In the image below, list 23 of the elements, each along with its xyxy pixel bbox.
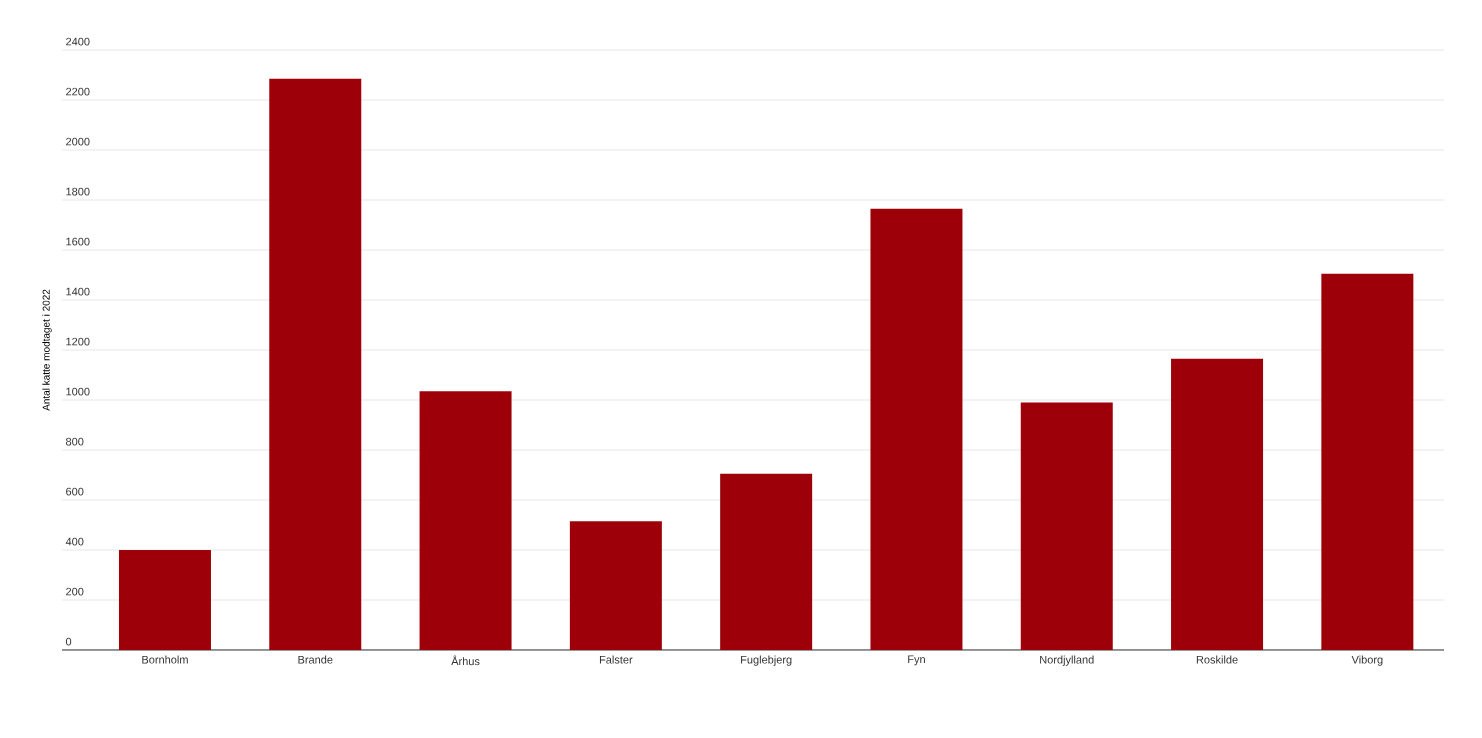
y-tick-label: 600 <box>66 487 84 496</box>
y-tick-label: 2000 <box>66 137 90 146</box>
x-tick-label: Bornholm <box>142 655 188 664</box>
y-tick-label: 1800 <box>66 187 90 196</box>
x-tick-label: Fyn <box>908 655 925 666</box>
y-tick-label: 400 <box>65 537 84 546</box>
x-tick-label: Århus <box>451 655 480 666</box>
y-tick-label: 0 <box>65 637 72 646</box>
x-tick-label: Falster <box>599 655 633 664</box>
x-tick-label: Roskilde <box>1196 655 1238 664</box>
y-tick-label: 1600 <box>66 237 90 246</box>
y-tick-label: 2400 <box>66 37 90 46</box>
y-tick-label: 800 <box>66 437 84 446</box>
y-axis-title: Antal katte modtaget i 2022 <box>42 289 52 411</box>
x-tick-label: Brande <box>298 655 333 664</box>
y-tick-label: 200 <box>66 587 84 596</box>
x-tick-label: Viborg <box>1351 655 1383 666</box>
x-tick-label: Fuglebjerg <box>741 655 792 666</box>
y-tick-label: 1000 <box>66 387 90 396</box>
x-tick-label: Nordjylland <box>1040 655 1094 666</box>
y-tick-label: 1400 <box>66 287 90 296</box>
y-tick-label: 1200 <box>66 337 90 346</box>
y-tick-label: 2200 <box>66 87 90 96</box>
